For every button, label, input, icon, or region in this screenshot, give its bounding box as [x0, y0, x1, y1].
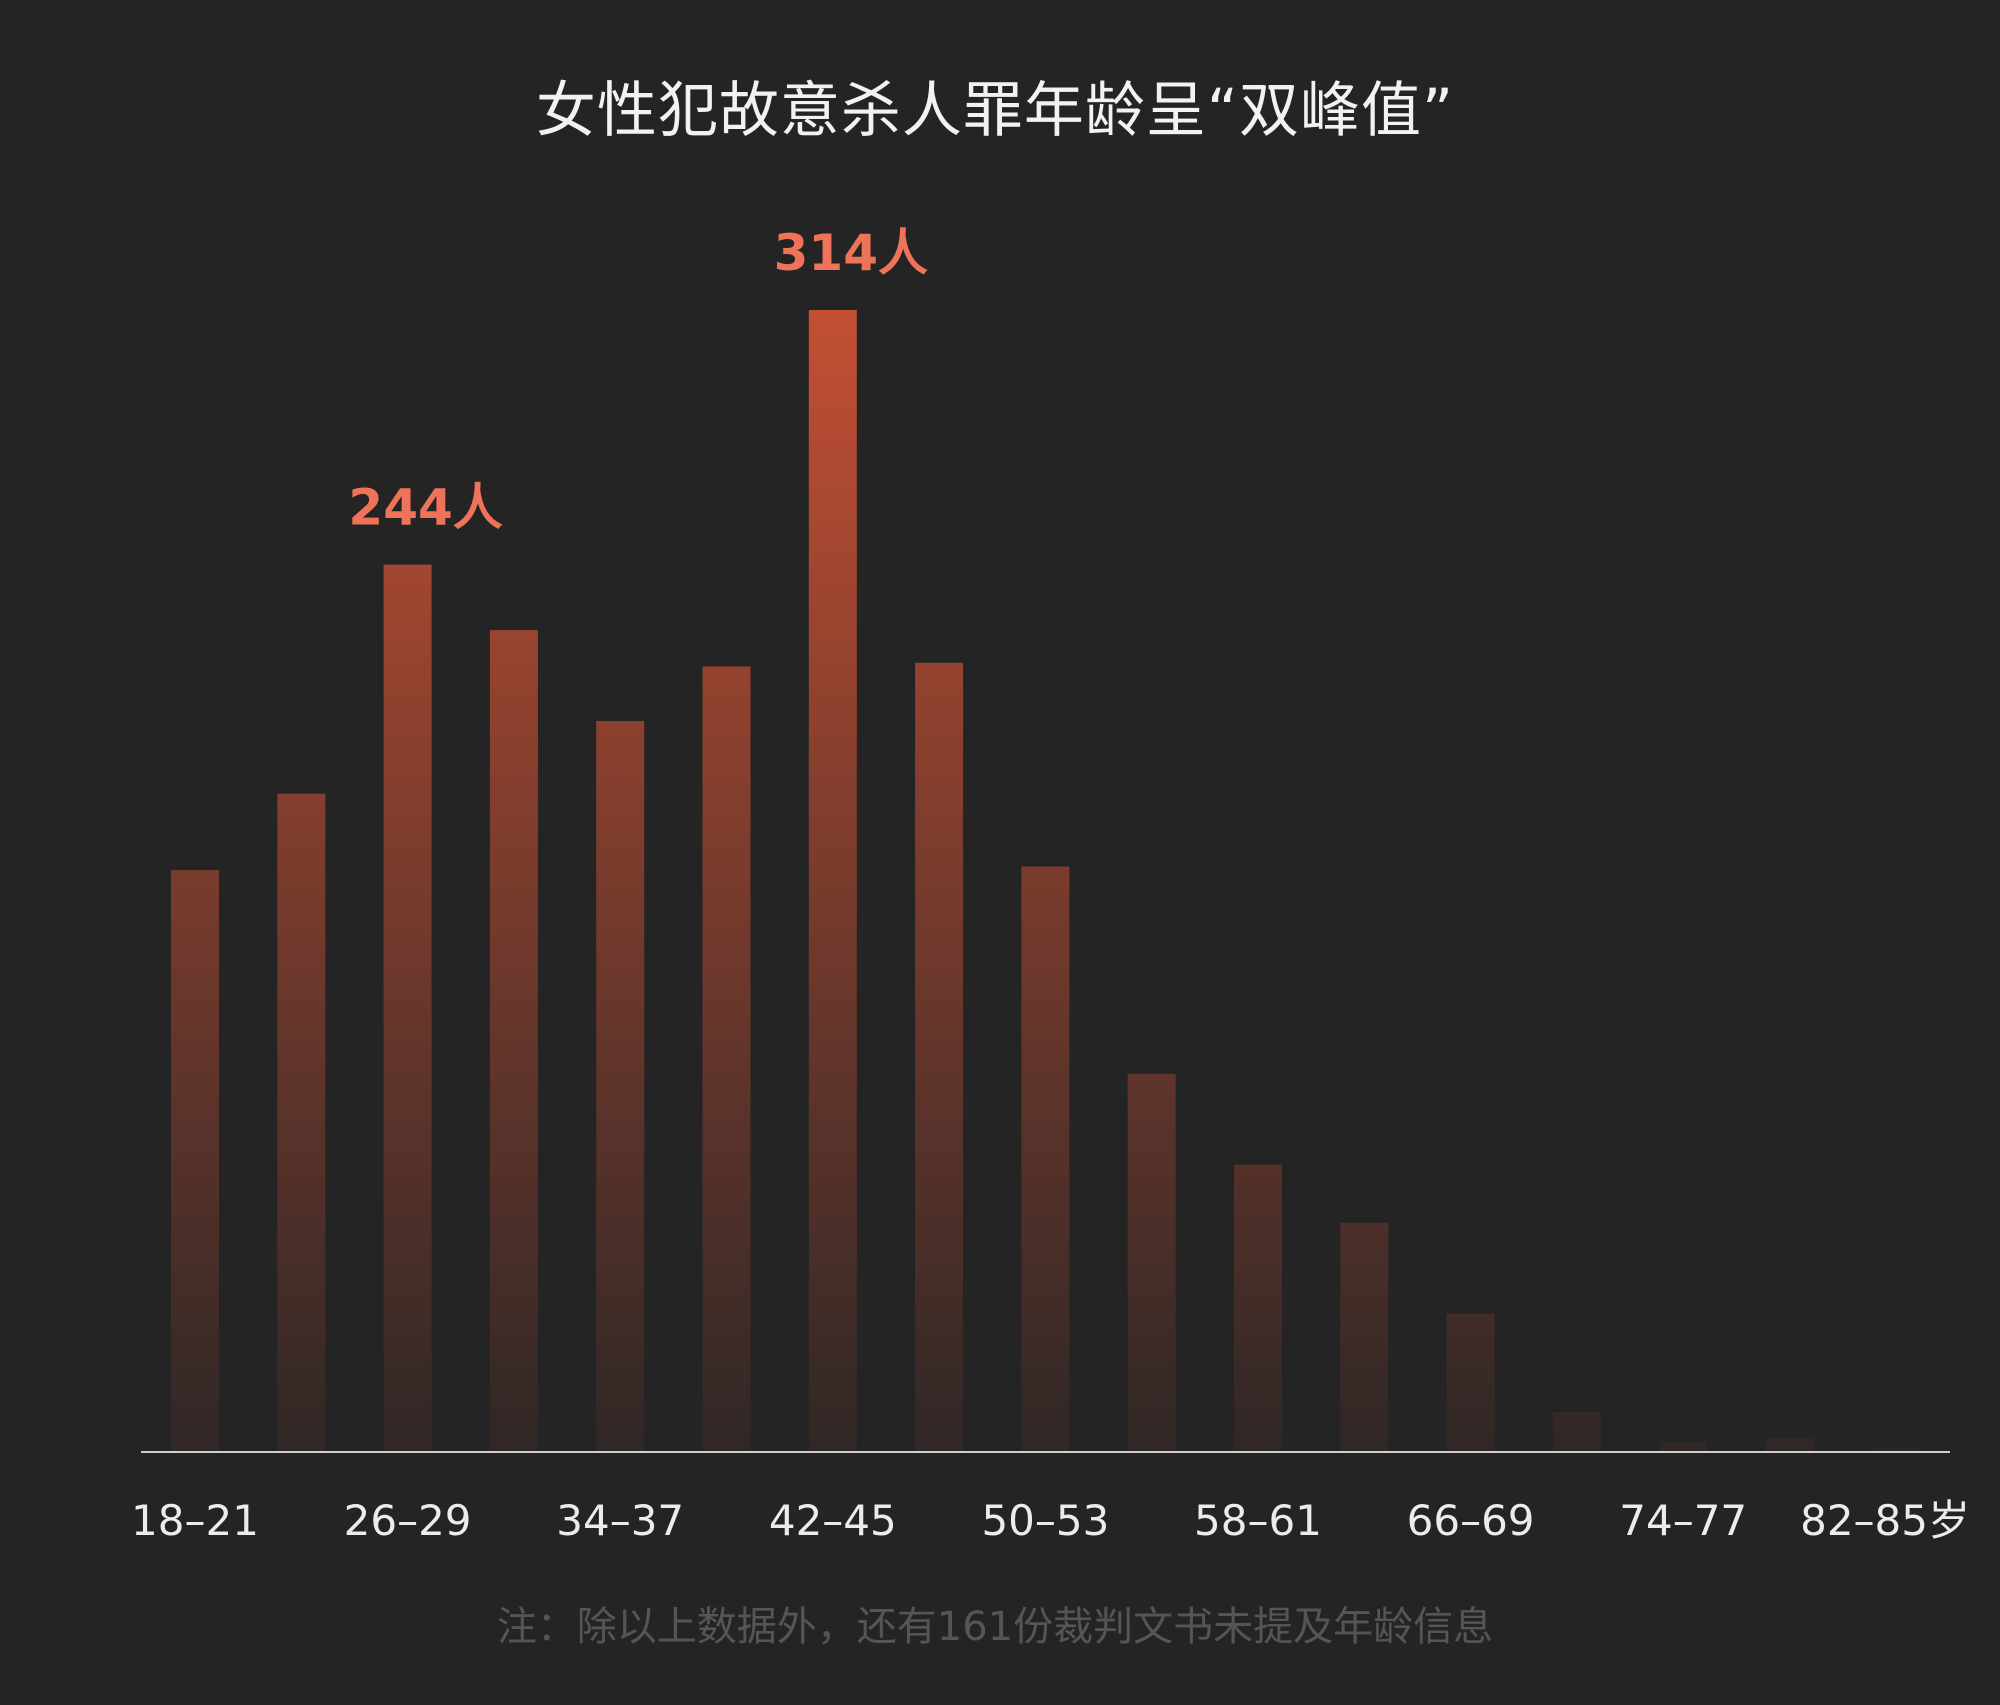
bar-46-49: [915, 662, 964, 1452]
bar-54-57: [1127, 1073, 1176, 1452]
x-tick-label: 50–53: [981, 1496, 1109, 1545]
bar-70-73: [1552, 1412, 1601, 1452]
bar-22-25: [277, 793, 326, 1452]
x-tick-label: 58–61: [1194, 1496, 1322, 1545]
chart-footnote: 注：除以上数据外，还有161份裁判文书未提及年龄信息: [496, 1604, 1494, 1650]
x-tick-label: 34–37: [556, 1496, 684, 1545]
bar-42-45: [808, 310, 857, 1452]
bar-82-85: [1871, 1448, 1920, 1452]
x-tick-label: 66–69: [1407, 1496, 1535, 1545]
bar-50-53: [1021, 866, 1070, 1452]
x-tick-label: 42–45: [769, 1496, 897, 1545]
bar-30-33: [489, 630, 538, 1452]
peak-annotations: 244人 314人: [348, 224, 928, 537]
chart-title: 女性犯故意杀人罪年龄呈“双峰值”: [535, 76, 1455, 146]
bar-58-61: [1234, 1164, 1282, 1452]
bar-66-69: [1446, 1313, 1495, 1452]
bar-38-41: [702, 666, 751, 1452]
x-tick-label: 74–77: [1619, 1496, 1747, 1545]
bar-26-29: [383, 564, 432, 1452]
x-tick-label: 26–29: [344, 1496, 472, 1545]
bar-74-77: [1659, 1441, 1708, 1452]
bars-group: [171, 310, 1920, 1452]
peak-annotation: 244人: [348, 479, 502, 537]
bar-78-81: [1765, 1437, 1814, 1452]
bar-34-37: [596, 721, 645, 1452]
peak-annotation: 314人: [774, 224, 928, 282]
x-tick-label: 18–21: [131, 1496, 259, 1545]
x-tick-label: 82–85岁: [1800, 1496, 1970, 1545]
bar-18-21: [171, 870, 219, 1452]
x-tick-labels: 18–21 26–29 34–37 42–45 50–53 58–61 66–69 74–77…: [131, 1496, 1970, 1545]
bar-62-65: [1340, 1222, 1389, 1452]
